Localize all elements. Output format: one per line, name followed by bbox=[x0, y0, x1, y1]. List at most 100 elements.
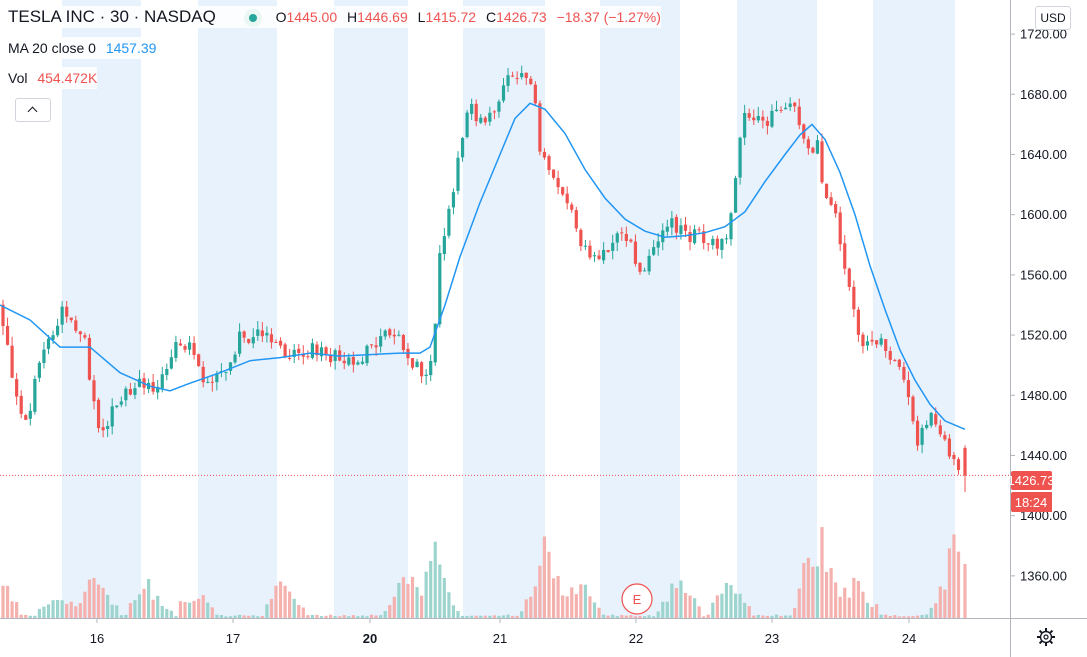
volume-bar bbox=[693, 598, 697, 618]
close-value: 1426.73 bbox=[496, 9, 547, 25]
volume-bar bbox=[824, 571, 829, 618]
volume-bar bbox=[37, 608, 41, 618]
volume-bar bbox=[319, 616, 324, 618]
candle-body bbox=[37, 362, 41, 378]
volume-bar bbox=[952, 534, 956, 618]
volume-bar bbox=[524, 599, 528, 618]
volume-bar bbox=[670, 583, 674, 618]
chevron-up-icon[interactable] bbox=[15, 98, 51, 122]
candle-body bbox=[238, 331, 242, 354]
volume-bar bbox=[137, 594, 142, 618]
gear-icon[interactable] bbox=[1036, 627, 1056, 647]
volume-bar bbox=[406, 583, 410, 618]
earnings-marker[interactable]: E bbox=[621, 583, 653, 615]
volume-bar bbox=[915, 615, 920, 618]
candle-body bbox=[829, 197, 833, 205]
volume-bar bbox=[542, 536, 547, 618]
currency-button[interactable]: USD bbox=[1035, 6, 1071, 30]
candle-body bbox=[511, 75, 515, 77]
volume-bar bbox=[301, 607, 305, 618]
candle-body bbox=[902, 366, 906, 380]
volume-bar bbox=[547, 551, 551, 618]
volume-bar bbox=[347, 616, 351, 618]
x-tick-label: 20 bbox=[363, 631, 377, 646]
candle-body bbox=[852, 286, 856, 310]
candle-body bbox=[797, 106, 801, 126]
high-value: 1446.69 bbox=[357, 9, 408, 25]
volume-bar bbox=[847, 597, 851, 618]
price-label-tag: 1426.73 bbox=[1008, 471, 1055, 490]
change-value: −18.37 (−1.27%) bbox=[556, 9, 661, 25]
y-tick-label: 1480.00 bbox=[1020, 388, 1067, 403]
candle-body bbox=[811, 147, 815, 153]
candle-body bbox=[156, 386, 160, 393]
legend-vol[interactable]: Vol 454.472K bbox=[8, 67, 98, 89]
candle-body bbox=[438, 253, 442, 325]
candle-body bbox=[465, 112, 469, 138]
volume-bar bbox=[438, 564, 442, 618]
candle-body bbox=[242, 331, 246, 338]
candle-body bbox=[524, 72, 528, 79]
candle-body bbox=[806, 139, 810, 149]
volume-bar bbox=[492, 615, 496, 618]
candle-body bbox=[756, 115, 760, 121]
volume-bar bbox=[633, 616, 638, 618]
volume-bar bbox=[192, 600, 196, 618]
volume-bar bbox=[242, 615, 246, 618]
volume-bar bbox=[702, 616, 706, 618]
volume-bar bbox=[574, 594, 578, 618]
volume-bar bbox=[815, 566, 820, 618]
volume-bar bbox=[56, 599, 60, 618]
candle-body bbox=[911, 396, 915, 422]
volume-bar bbox=[269, 598, 274, 618]
y-tick-label: 1360.00 bbox=[1020, 568, 1067, 583]
candle-body bbox=[369, 344, 374, 346]
volume-bar bbox=[228, 616, 233, 618]
volume-bar bbox=[920, 614, 924, 618]
volume-bar bbox=[342, 615, 346, 618]
volume-bar bbox=[911, 616, 915, 618]
volume-bar bbox=[60, 600, 64, 618]
legend-ma[interactable]: MA 20 close 0 1457.39 bbox=[8, 37, 157, 59]
volume-bar bbox=[165, 608, 169, 618]
candle-body bbox=[420, 362, 424, 377]
volume-bar bbox=[765, 615, 769, 618]
candle-body bbox=[315, 344, 319, 356]
candle-body bbox=[228, 362, 233, 371]
volume-bar bbox=[106, 594, 110, 618]
candle-body bbox=[174, 342, 178, 358]
candle-body bbox=[42, 349, 46, 364]
y-tick-label: 1680.00 bbox=[1020, 87, 1067, 102]
candle-body bbox=[920, 427, 924, 445]
volume-bar bbox=[87, 579, 92, 618]
volume-bar bbox=[338, 616, 342, 618]
candle-body bbox=[101, 427, 105, 431]
volume-bar bbox=[197, 598, 201, 618]
volume-bar bbox=[943, 589, 947, 618]
volume-bar bbox=[24, 614, 28, 618]
candle-body bbox=[624, 233, 628, 241]
volume-bar bbox=[278, 581, 283, 618]
candle-body bbox=[351, 357, 355, 365]
volume-bar bbox=[274, 585, 278, 618]
candle-body bbox=[324, 347, 328, 355]
volume-bar bbox=[533, 586, 537, 618]
volume-bar bbox=[665, 601, 669, 618]
candle-body bbox=[875, 340, 879, 345]
candle-body bbox=[570, 204, 574, 210]
volume-bar bbox=[747, 606, 751, 618]
candle-body bbox=[779, 109, 783, 111]
candle-body bbox=[547, 156, 551, 170]
volume-bar bbox=[142, 588, 146, 618]
candle-body bbox=[251, 337, 255, 344]
volume-bar bbox=[96, 584, 101, 618]
low-label: L bbox=[417, 9, 426, 25]
volume-bar bbox=[1, 585, 5, 618]
candle-body bbox=[765, 120, 769, 126]
candle-body bbox=[793, 102, 797, 107]
candle-body bbox=[160, 374, 164, 389]
volume-bar bbox=[756, 614, 760, 618]
countdown-tag: 18:24 bbox=[1011, 492, 1052, 512]
high-label: H bbox=[347, 9, 358, 25]
